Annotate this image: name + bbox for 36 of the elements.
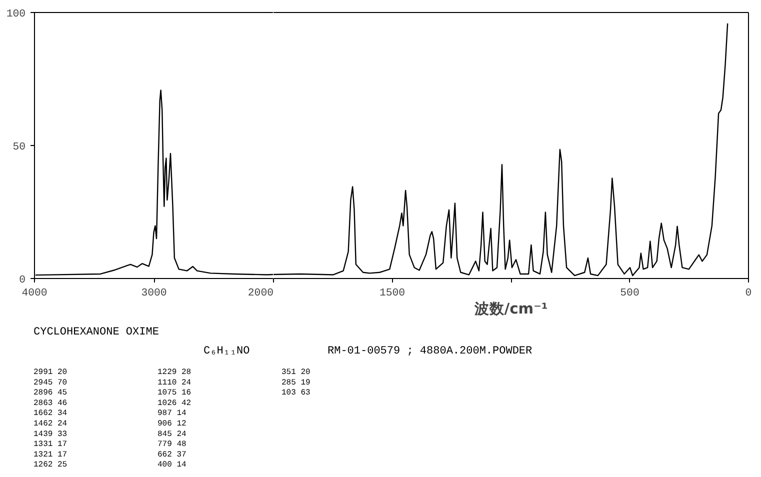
text: 2991 20: [34, 368, 68, 377]
text: 2945 70: [34, 378, 68, 388]
text: 1110 24: [158, 378, 192, 388]
text: 1075 16: [158, 388, 192, 398]
text: C₆H₁₁NO: [204, 346, 250, 358]
y-tick-label: 50: [12, 142, 26, 154]
text: 400 14: [158, 460, 187, 470]
text: 1262 25: [34, 460, 68, 470]
text: 2896 45: [34, 388, 68, 398]
text: 1229 28: [158, 368, 192, 377]
text: 779 48: [158, 440, 187, 450]
text: 987 14: [158, 409, 187, 418]
text: 1662 34: [34, 409, 68, 418]
x-tick-label: 500: [620, 288, 640, 300]
x-tick-label: 4000: [22, 288, 48, 300]
y-tick-label: 100: [6, 8, 26, 20]
y-tick-label: 0: [19, 274, 26, 286]
text: 2863 46: [34, 398, 68, 408]
x-axis-title: 波数/cm⁻¹: [473, 300, 548, 318]
text: 103 63: [282, 388, 311, 398]
text: CYCLOHEXANONE OXIME: [34, 326, 160, 338]
x-tick-label: 0: [745, 288, 752, 300]
text: 285 19: [282, 378, 311, 388]
text: 1026 42: [158, 398, 192, 408]
x-tick-label: 1500: [379, 288, 406, 300]
x-tick-label: 2000: [248, 288, 274, 300]
text: 351 20: [282, 368, 311, 377]
text: 1331 17: [34, 440, 68, 450]
text: 662 37: [158, 450, 187, 460]
text: 1321 17: [34, 450, 68, 460]
x-tick-label: 3000: [141, 288, 167, 300]
text: 1439 33: [34, 430, 68, 439]
text: 906 12: [158, 420, 187, 428]
text: 845 24: [158, 430, 187, 439]
text: RM-01-00579 ; 4880A.200M.POWDER: [328, 346, 533, 358]
text: 1462 24: [34, 420, 68, 428]
